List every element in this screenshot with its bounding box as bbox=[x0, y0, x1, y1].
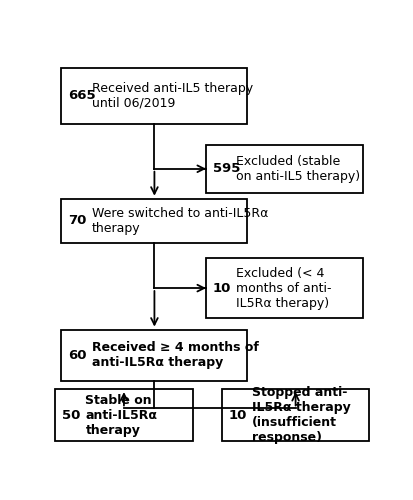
FancyBboxPatch shape bbox=[205, 258, 362, 318]
Text: 595: 595 bbox=[212, 162, 240, 175]
Text: Stopped anti-
IL5Rα therapy
(insufficient
response): Stopped anti- IL5Rα therapy (insufficien… bbox=[252, 386, 350, 444]
FancyBboxPatch shape bbox=[61, 68, 247, 124]
Text: 10: 10 bbox=[228, 408, 247, 422]
Text: Received anti-IL5 therapy
until 06/2019: Received anti-IL5 therapy until 06/2019 bbox=[92, 82, 252, 110]
Text: 10: 10 bbox=[212, 282, 230, 294]
FancyBboxPatch shape bbox=[55, 389, 192, 441]
Text: Excluded (< 4
months of anti-
IL5Rα therapy): Excluded (< 4 months of anti- IL5Rα ther… bbox=[236, 266, 331, 310]
Text: Received ≥ 4 months of
anti-IL5Rα therapy: Received ≥ 4 months of anti-IL5Rα therap… bbox=[92, 342, 258, 369]
FancyBboxPatch shape bbox=[205, 144, 362, 193]
Text: 50: 50 bbox=[62, 408, 80, 422]
Text: 665: 665 bbox=[68, 89, 96, 102]
FancyBboxPatch shape bbox=[61, 198, 247, 243]
Text: 70: 70 bbox=[68, 214, 87, 227]
FancyBboxPatch shape bbox=[61, 330, 247, 382]
Text: Stable on
anti-IL5Rα
therapy: Stable on anti-IL5Rα therapy bbox=[85, 394, 157, 436]
FancyBboxPatch shape bbox=[221, 389, 368, 441]
Text: Excluded (stable
on anti-IL5 therapy): Excluded (stable on anti-IL5 therapy) bbox=[236, 155, 359, 183]
Text: 60: 60 bbox=[68, 349, 87, 362]
Text: Were switched to anti-IL5Rα
therapy: Were switched to anti-IL5Rα therapy bbox=[92, 206, 268, 234]
